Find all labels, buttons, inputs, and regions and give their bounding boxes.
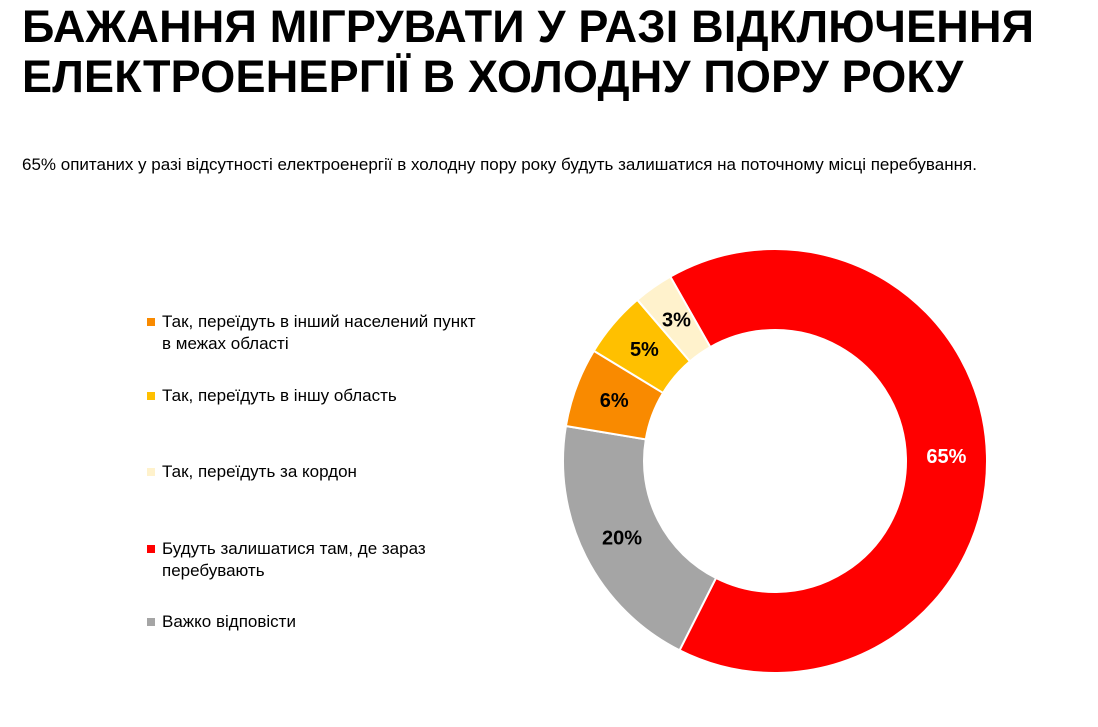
- label-other-region: 5%: [630, 339, 659, 361]
- title-line-1: БАЖАННЯ МІГРУВАТИ У РАЗІ ВІДКЛЮЧЕННЯ: [22, 1, 1035, 52]
- legend-swatch: [147, 545, 155, 553]
- legend-item-stay: Будуть залишатися там, де зараз перебува…: [147, 538, 487, 582]
- label-other-settlement: 6%: [600, 390, 629, 412]
- slice-hard-to-say: [562, 424, 718, 652]
- slice-stay: [668, 248, 988, 674]
- label-abroad: 3%: [662, 310, 691, 332]
- legend-swatch: [147, 618, 155, 626]
- legend-label: Так, переїдуть за кордон: [162, 462, 357, 481]
- legend-item-other-region: Так, переїдуть в іншу область: [147, 385, 487, 407]
- legend-swatch: [147, 392, 155, 400]
- legend-label: Так, переїдуть в інший населений пункт в…: [162, 312, 476, 353]
- subtitle: 65% опитаних у разі відсутності електрое…: [22, 155, 977, 174]
- title-line-2: ЕЛЕКТРОЕНЕРГІЇ В ХОЛОДНУ ПОРУ РОКУ: [22, 51, 964, 102]
- legend-label: Будуть залишатися там, де зараз перебува…: [162, 539, 426, 580]
- slice-abroad: [635, 275, 712, 363]
- legend-item-abroad: Так, переїдуть за кордон: [147, 461, 487, 483]
- legend-item-hard-to-say: Важко відповісти: [147, 611, 487, 633]
- legend-item-other-settlement: Так, переїдуть в інший населений пункт в…: [147, 311, 487, 355]
- label-hard-to-say: 20%: [602, 528, 642, 550]
- legend-swatch: [147, 468, 155, 476]
- legend-label: Важко відповісти: [162, 612, 296, 631]
- legend-label: Так, переїдуть в іншу область: [162, 386, 397, 405]
- label-stay: 65%: [926, 446, 966, 468]
- legend-swatch: [147, 318, 155, 326]
- page-title: БАЖАННЯ МІГРУВАТИ У РАЗІ ВІДКЛЮЧЕННЯ ЕЛЕ…: [22, 2, 1082, 102]
